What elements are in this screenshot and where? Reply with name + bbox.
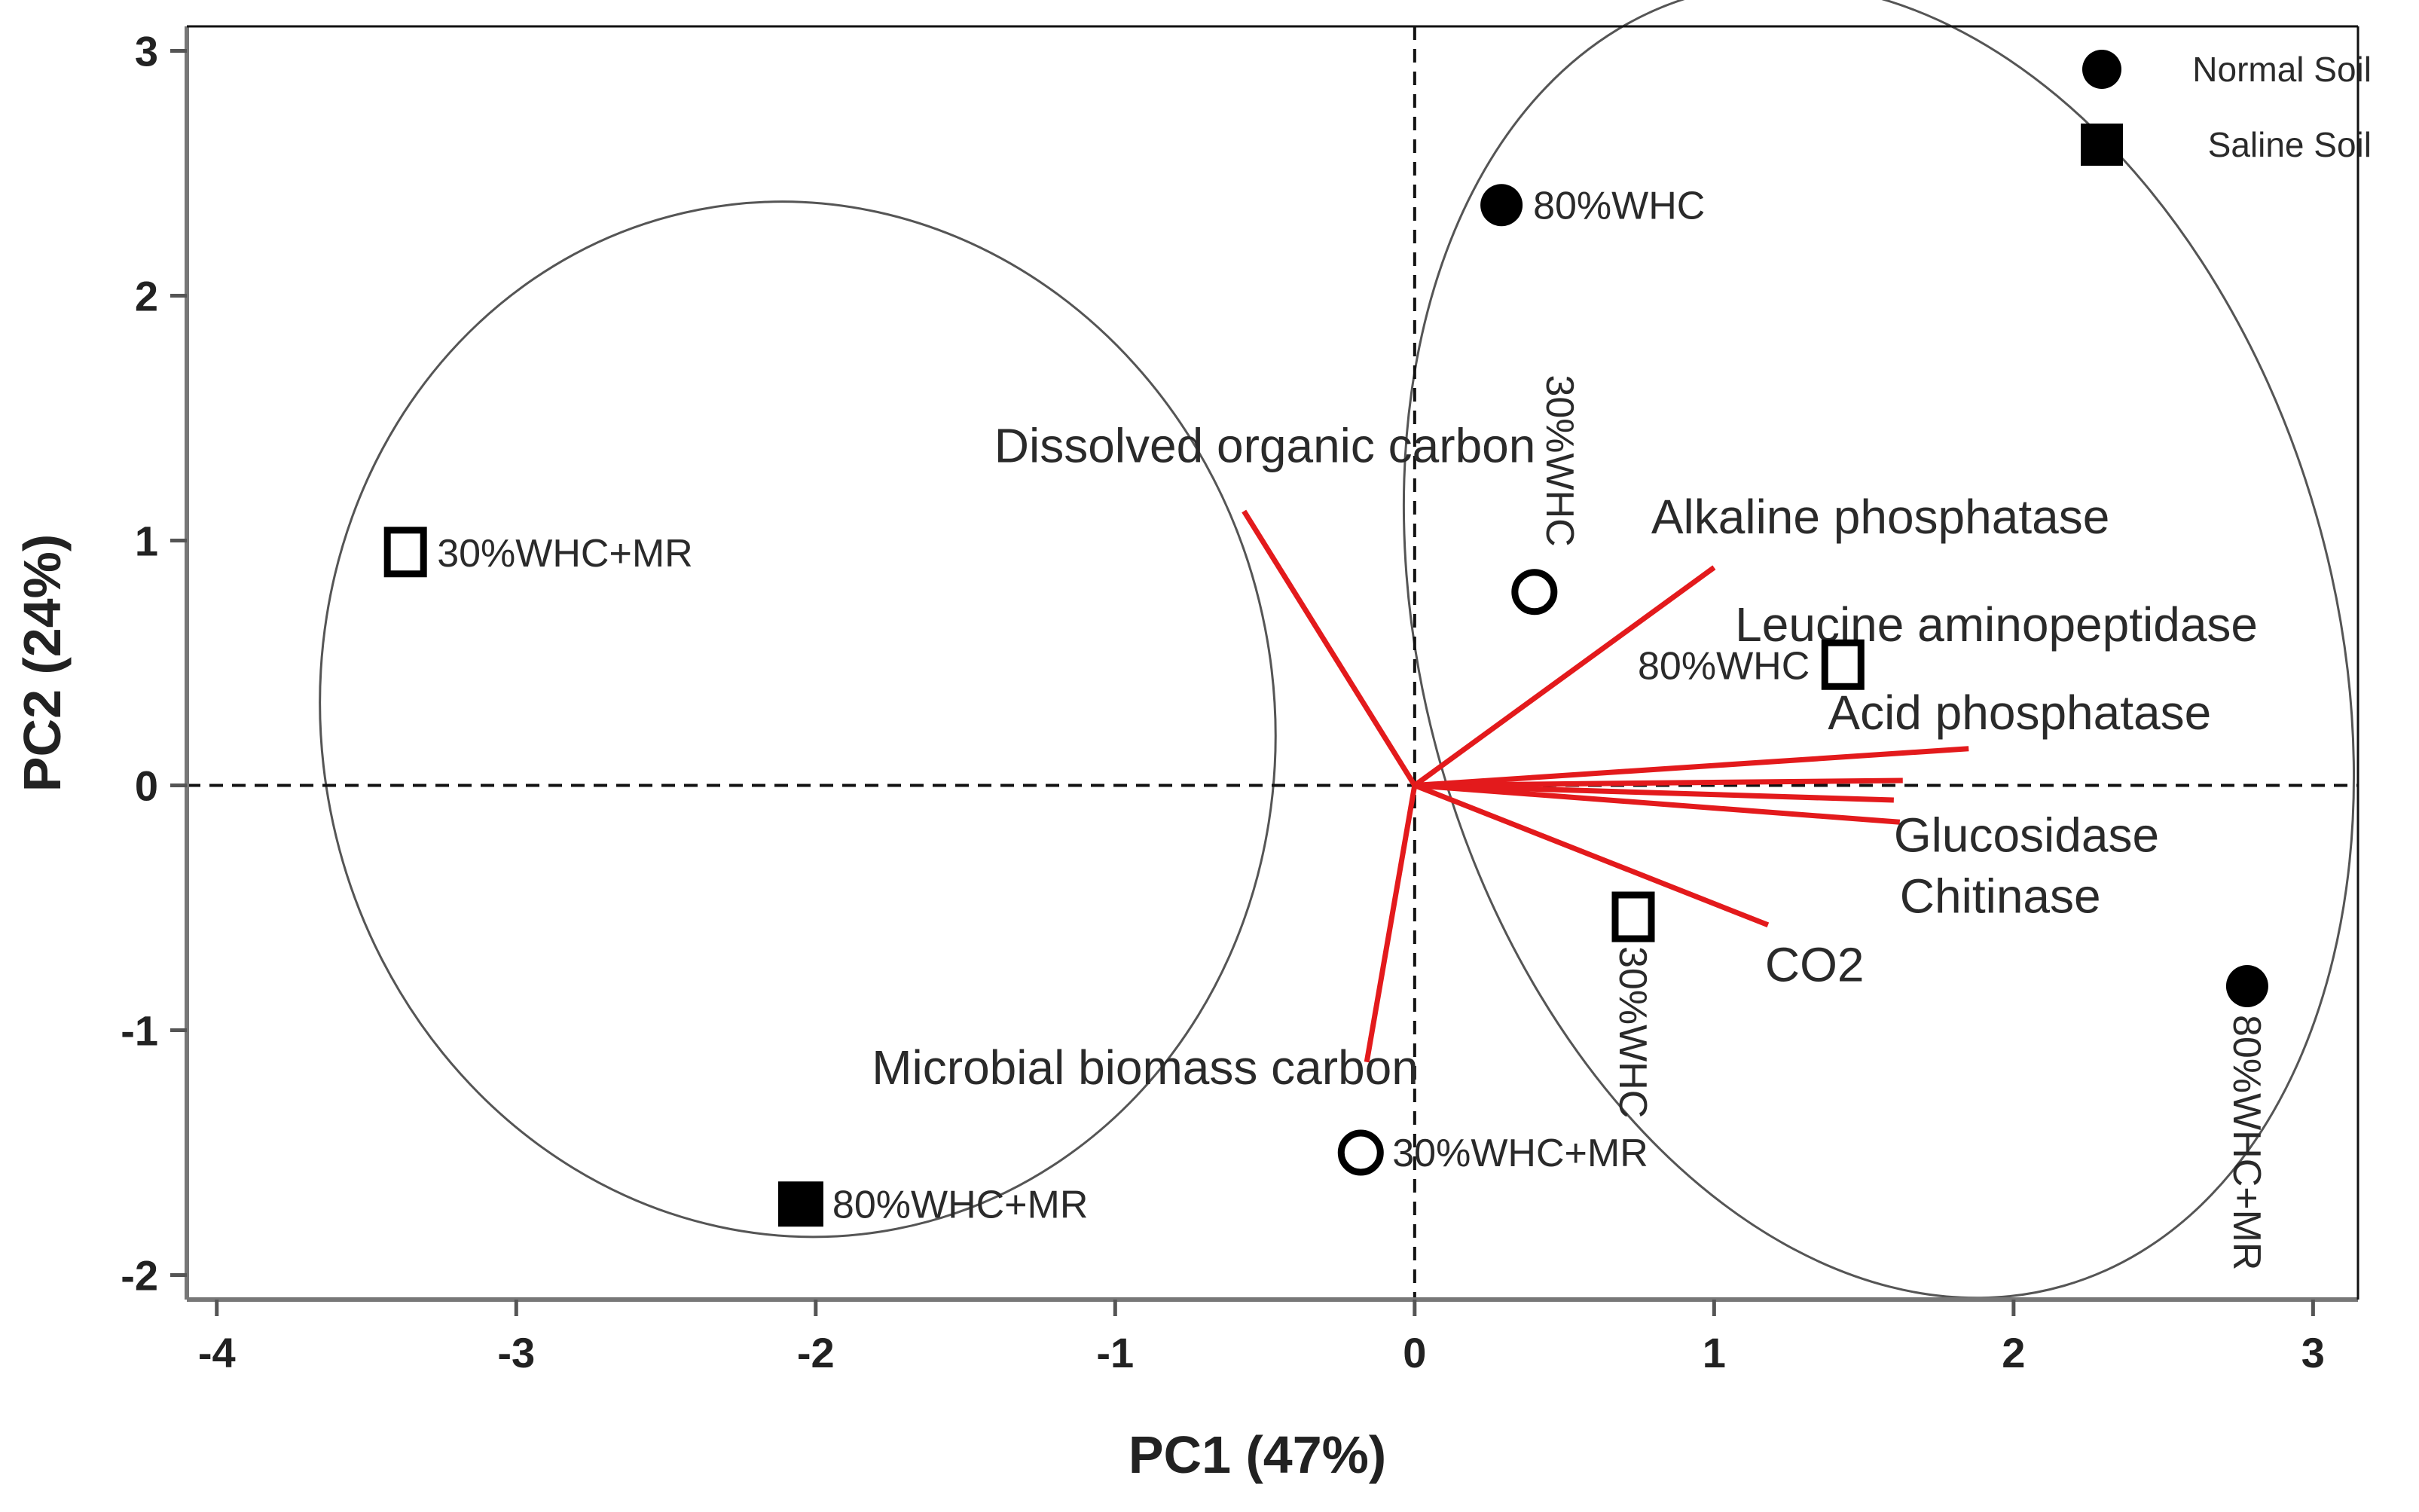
saline-soil-80-whc-point (1821, 639, 1865, 690)
vector-acid-phosphatase (1414, 746, 1969, 788)
vector-label-alkaline-phosphatase: Alkaline phosphatase (1651, 490, 2109, 544)
vector-label-dissolved-organic-carbon: Dissolved organic carbon (994, 419, 1536, 473)
y-tick-label: -1 (121, 1007, 158, 1055)
vector-chitinase (1414, 783, 1894, 803)
vector-microbial-biomass-carbon (1364, 784, 1418, 1063)
x-tick-label: 3 (2301, 1329, 2325, 1376)
ellipse-left (319, 200, 1277, 1239)
legend-label-saline-soil: Saline Soil (2208, 125, 2372, 164)
normal-soil-80-whc-mr-label: 80%WHC+MR (2225, 1015, 2268, 1271)
normal-soil-80-whc-label: 80%WHC (1533, 184, 1705, 228)
vector-co2 (1413, 783, 1770, 928)
score-points (383, 184, 2268, 1227)
y-tick-label: 1 (135, 518, 158, 565)
normal-soil-30-whc-point (1511, 569, 1558, 615)
saline-soil-80-whc-label: 80%WHC (1638, 644, 1810, 688)
normal-soil-30-whc-label: 30%WHC (1538, 374, 1581, 546)
normal-soil-80-whc-point (1480, 184, 1523, 227)
y-tick-label: -2 (121, 1252, 158, 1300)
axes: -4 -3 -2 -1 0 1 2 3 -2 -1 0 1 2 3 PC1 (47%) PC2 (24%) (13, 25, 2359, 1484)
loading-vectors (1242, 509, 1969, 1063)
legend-marker-normal-soil (2082, 50, 2121, 89)
y-tick-label: 3 (135, 28, 158, 75)
vector-glucosidase (1414, 783, 1901, 825)
saline-soil-80-whc-mr-point (777, 1181, 823, 1227)
vector-label-microbial-biomass-carbon: Microbial biomass carbon (872, 1040, 1419, 1095)
loading-labels: Dissolved organic carbon Alkaline phospha… (872, 419, 2258, 1095)
vector-label-glucosidase: Glucosidase (1894, 808, 2159, 862)
x-tick-label: -4 (198, 1329, 236, 1376)
saline-soil-30-whc-mr-label: 30%WHC+MR (437, 532, 693, 576)
x-tick-label: 1 (1703, 1329, 1726, 1376)
x-tick-label: -1 (1096, 1329, 1134, 1376)
vector-leucine-aminopeptidase (1414, 777, 1903, 788)
point-labels: 80%WHC 30%WHC 30%WHC+MR 80%WHC+MR 30%WHC+MR 8… (437, 184, 2268, 1270)
vector-label-acid-phosphatase: Acid phosphatase (1828, 686, 2211, 740)
x-tick-label: 2 (2002, 1329, 2025, 1376)
saline-soil-30-whc-mr-point (383, 527, 427, 578)
legend-label-normal-soil: Normal Soil (2192, 50, 2372, 89)
x-axis-title: PC1 (47%) (1129, 1425, 1386, 1484)
saline-soil-30-whc-label: 30%WHC (1611, 946, 1654, 1118)
reference-lines (187, 26, 2358, 1300)
normal-soil-80-whc-mr-point (2225, 965, 2268, 1007)
vector-label-chitinase: Chitinase (1900, 869, 2101, 924)
y-tick-label: 0 (135, 762, 158, 810)
normal-soil-30-whc-mr-point (1337, 1129, 1384, 1176)
saline-soil-30-whc-point (1611, 891, 1655, 942)
vector-label-leucine-aminopeptidase: Leucine aminopeptidase (1735, 597, 2258, 652)
vector-dissolved-organic-carbon (1242, 509, 1417, 787)
x-tick-label: 0 (1403, 1329, 1426, 1376)
y-axis-title: PC2 (24%) (13, 534, 72, 792)
saline-soil-80-whc-mr-label: 80%WHC+MR (832, 1183, 1089, 1226)
legend-marker-saline-soil (2081, 124, 2123, 166)
normal-soil-30-whc-mr-label: 30%WHC+MR (1392, 1132, 1648, 1175)
legend: Normal Soil Saline Soil (2081, 50, 2372, 166)
x-tick-label: -3 (497, 1329, 535, 1376)
x-tick-label: -2 (797, 1329, 835, 1376)
vector-alkaline-phosphatase (1413, 565, 1716, 788)
vector-label-co2: CO2 (1765, 938, 1865, 992)
y-tick-label: 2 (135, 273, 158, 320)
